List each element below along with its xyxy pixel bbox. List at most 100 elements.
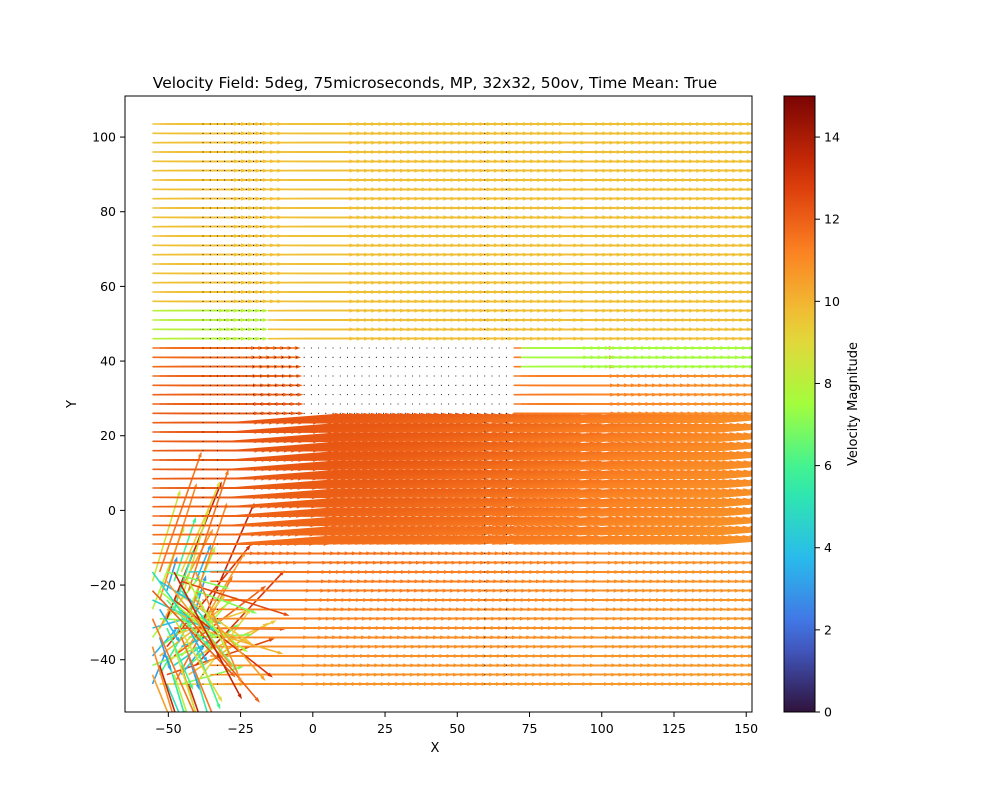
vector-arrow xyxy=(499,535,597,545)
vector-dot xyxy=(404,375,406,377)
vector-dot xyxy=(267,412,269,414)
vector-dot xyxy=(216,599,219,601)
vector-dot xyxy=(491,384,493,386)
vector-dot xyxy=(505,487,507,489)
vector-dot xyxy=(390,403,392,405)
vector-arrowhead xyxy=(208,528,214,535)
vector-dot xyxy=(289,412,291,414)
vector-dot xyxy=(202,422,204,424)
vector-dot xyxy=(296,403,298,405)
vector-arrowhead xyxy=(771,561,777,565)
vector-arrowhead xyxy=(763,626,769,630)
vector-dot xyxy=(224,412,226,414)
vector-dot xyxy=(202,534,204,536)
vector-dot xyxy=(361,412,363,414)
vector-arrowhead xyxy=(237,666,244,670)
vector-dot xyxy=(484,590,486,592)
vector-arrowhead xyxy=(763,598,769,602)
vector-arrowhead xyxy=(765,402,771,406)
vector-arrow xyxy=(499,526,598,536)
vector-dot xyxy=(216,636,219,638)
vector-dot xyxy=(476,412,479,414)
vector-dot xyxy=(484,440,486,442)
vector-arrow xyxy=(151,674,169,712)
vector-arrowhead xyxy=(243,637,250,643)
vector-arrowhead xyxy=(297,402,304,406)
vector-arrowhead xyxy=(770,617,776,621)
vector-dot xyxy=(484,646,486,648)
vector-arrow xyxy=(166,627,193,688)
vector-dot xyxy=(260,412,262,414)
vector-arrow xyxy=(173,519,196,582)
vector-dot xyxy=(484,543,486,545)
vector-arrowhead xyxy=(763,635,769,639)
vector-arrowhead xyxy=(237,677,242,684)
vector-arrowhead xyxy=(778,551,784,555)
vector-dot xyxy=(411,412,414,414)
vector-dot xyxy=(296,394,298,396)
vector-arrowhead xyxy=(173,556,178,563)
vector-arrow xyxy=(195,546,211,582)
vector-arrowhead xyxy=(758,414,764,418)
vector-arrow xyxy=(158,485,197,601)
vector-arrowhead xyxy=(770,598,776,602)
vector-arrowhead xyxy=(758,470,764,474)
vector-dot xyxy=(484,403,486,405)
vector-arrowhead xyxy=(771,516,777,520)
vector-dot xyxy=(484,468,486,470)
vector-dot xyxy=(469,375,471,377)
vector-dot xyxy=(484,450,486,452)
vector-arrow xyxy=(187,471,229,591)
vector-arrowhead xyxy=(217,696,223,703)
vector-dot xyxy=(216,496,219,498)
vector-arrow xyxy=(715,521,752,527)
vector-arrowhead xyxy=(772,432,778,436)
vector-arrowhead xyxy=(764,551,770,555)
vector-dot xyxy=(202,412,204,414)
vector-dot xyxy=(491,375,493,377)
vector-arrowhead xyxy=(245,544,251,551)
vector-arrowhead xyxy=(764,526,770,530)
vector-arrowhead xyxy=(225,748,229,754)
vector-arrow xyxy=(180,483,220,573)
vector-dot xyxy=(426,394,428,396)
vector-dot xyxy=(462,412,464,414)
vector-dot xyxy=(505,543,507,545)
vector-dot xyxy=(390,394,392,396)
vector-dot xyxy=(484,674,486,676)
vector-arrow xyxy=(166,580,232,666)
vector-dot xyxy=(231,412,233,414)
vector-dot xyxy=(289,394,291,396)
vector-dot xyxy=(484,552,486,554)
vector-arrowhead xyxy=(764,516,770,520)
vector-dot xyxy=(505,422,507,424)
vector-dot xyxy=(274,403,276,405)
vector-dot xyxy=(346,384,349,386)
vector-dot xyxy=(216,431,219,433)
vector-arrowhead xyxy=(223,585,230,589)
vector-arrowhead xyxy=(209,626,215,632)
vector-dot xyxy=(419,375,421,377)
vector-dot xyxy=(505,394,507,396)
vector-arrowhead xyxy=(777,617,783,621)
vector-dot xyxy=(505,440,507,442)
vector-arrowhead xyxy=(757,498,763,502)
vector-dot xyxy=(339,394,341,396)
vector-arrowhead xyxy=(756,617,762,621)
vector-dot xyxy=(332,394,334,396)
vector-dot xyxy=(245,375,247,377)
vector-arrow xyxy=(173,640,209,666)
vector-dot xyxy=(375,394,377,396)
vector-dot xyxy=(202,394,204,396)
vector-dot xyxy=(484,580,486,582)
vector-arrowhead xyxy=(189,683,194,690)
vector-dot xyxy=(368,384,370,386)
vector-dot xyxy=(289,403,291,405)
vector-arrowhead xyxy=(758,479,764,483)
vector-arrowhead xyxy=(763,654,769,658)
vector-arrowhead xyxy=(770,626,776,630)
vector-dot xyxy=(433,412,435,414)
vector-dot xyxy=(375,384,377,386)
vector-dot xyxy=(253,384,255,386)
vector-arrowhead xyxy=(777,673,783,677)
